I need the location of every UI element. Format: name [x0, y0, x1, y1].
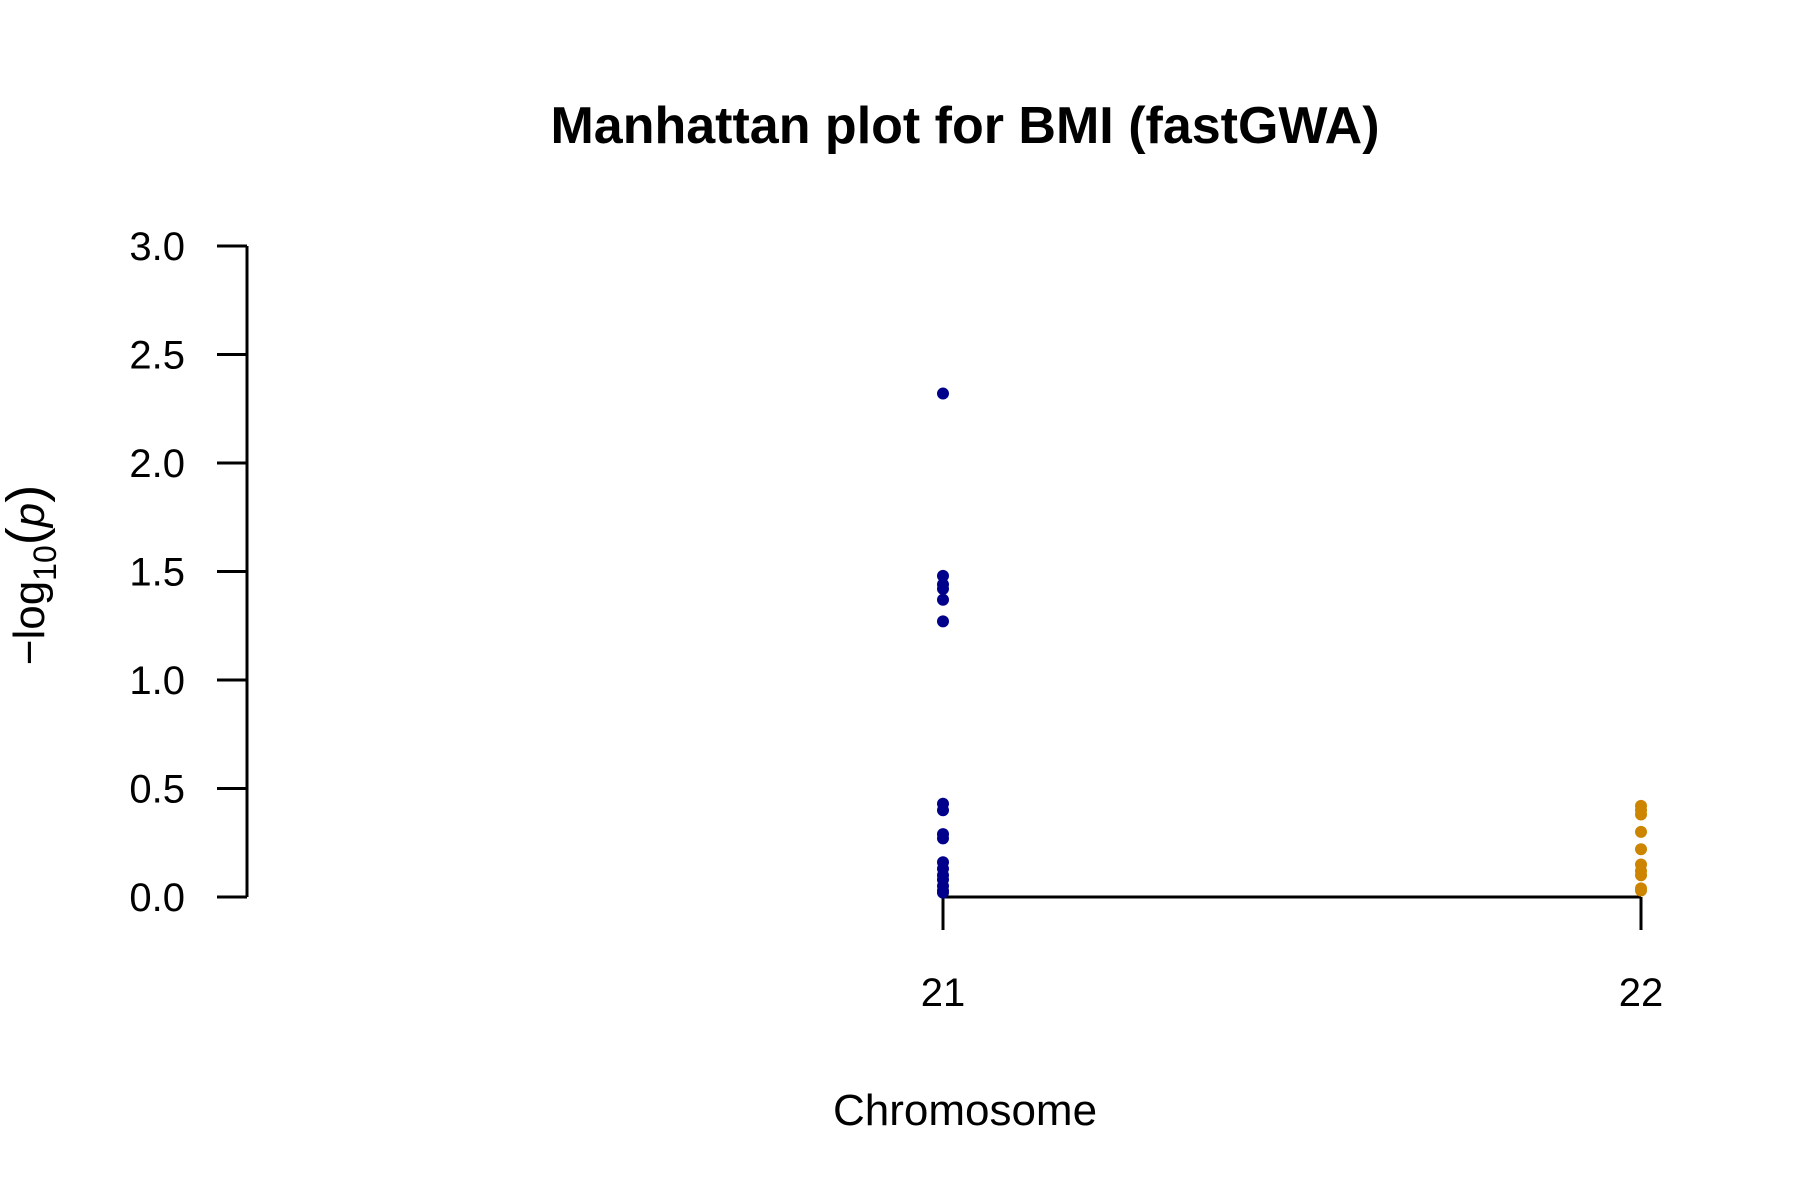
y-tick-label: 1.5 [129, 551, 185, 595]
data-point-chr21 [937, 569, 949, 582]
y-tick-label: 3.0 [129, 225, 185, 269]
data-point-chr22 [1635, 825, 1647, 838]
y-tick-label: 0.5 [129, 768, 185, 812]
data-point-chr22 [1635, 808, 1647, 821]
y-axis-label-close: ) [0, 485, 56, 503]
data-point-chr21 [937, 832, 949, 845]
y-axis-label: −log10(p) [0, 485, 63, 665]
y-axis-label-prefix: −log [5, 581, 54, 665]
y-axis-label-subscript: 10 [27, 545, 63, 581]
chart-title: Manhattan plot for BMI (fastGWA) [550, 97, 1379, 155]
y-tick-label: 2.0 [129, 442, 185, 486]
data-point-chr21 [937, 804, 949, 817]
data-point-chr22 [1635, 884, 1647, 897]
y-axis-label-open: ( [0, 527, 56, 545]
data-point-chr21 [937, 387, 949, 400]
y-tick-label: 1.0 [129, 659, 185, 703]
y-axis-ticks: 0.0 0.5 1.0 1.5 2.0 2.5 3.0 [129, 225, 247, 920]
y-tick-label: 0.0 [129, 876, 185, 920]
x-axis-label: Chromosome [833, 1086, 1097, 1135]
x-tick-label: 22 [1619, 971, 1664, 1015]
data-point-chr22 [1635, 869, 1647, 882]
data-point-chr22 [1635, 843, 1647, 856]
data-point-chr21 [937, 593, 949, 606]
y-axis-label-var: p [5, 503, 54, 529]
data-point-chr21 [937, 582, 949, 595]
x-axis-ticks: 21 22 [921, 897, 1664, 1015]
y-tick-label: 2.5 [129, 334, 185, 378]
x-tick-label: 21 [921, 971, 966, 1015]
data-point-chr21 [937, 615, 949, 628]
data-points [937, 387, 1647, 899]
data-point-chr21 [937, 886, 949, 899]
